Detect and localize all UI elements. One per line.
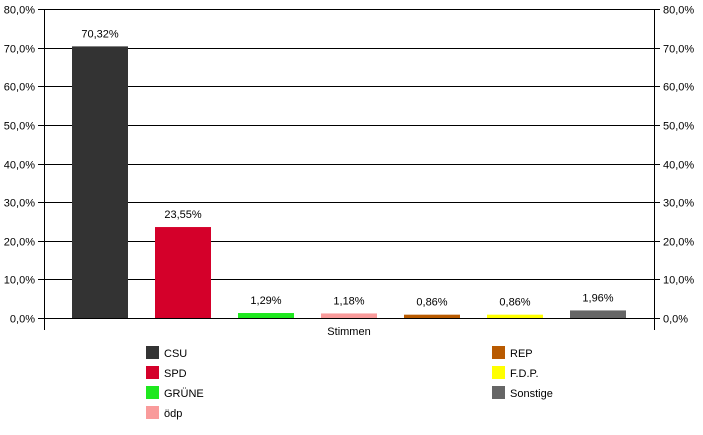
legend-swatch [492, 386, 505, 399]
bar-F.D.P. [487, 314, 543, 318]
legend-label: GRÜNE [164, 388, 204, 400]
y-tick-label-left: 80,0% [4, 5, 35, 17]
y-tick-label-right: 30,0% [663, 198, 694, 210]
data-label: 1,18% [333, 295, 364, 307]
data-label: 1,29% [250, 295, 281, 307]
legend-label: F.D.P. [510, 368, 539, 380]
legend-label: ödp [164, 408, 182, 420]
y-tick-label-right: 70,0% [663, 44, 694, 56]
legend-swatch [146, 406, 159, 419]
legend-swatch [146, 366, 159, 379]
y-tick-label-right: 60,0% [663, 82, 694, 94]
x-axis-label: Stimmen [327, 326, 370, 338]
y-tick-label-left: 0,0% [10, 314, 35, 326]
y-tick-label-left: 10,0% [4, 275, 35, 287]
legend-swatch [492, 366, 505, 379]
legend-swatch [492, 346, 505, 359]
y-tick-label-left: 60,0% [4, 82, 35, 94]
legend-label: REP [510, 348, 533, 360]
y-tick-label-right: 80,0% [663, 5, 694, 17]
legend-swatch [146, 346, 159, 359]
y-tick-label-right: 40,0% [663, 160, 694, 172]
bar-Sonstige [570, 310, 626, 318]
legend-label: CSU [164, 348, 187, 360]
y-tick-label-right: 10,0% [663, 275, 694, 287]
legend-label: SPD [164, 368, 187, 380]
data-label: 1,96% [582, 292, 613, 304]
bar-ödp [321, 313, 377, 318]
y-tick-label-left: 70,0% [4, 44, 35, 56]
legend-swatch [146, 386, 159, 399]
data-label: 70,32% [81, 28, 119, 40]
y-tick-label-left: 20,0% [4, 237, 35, 249]
data-label: 0,86% [499, 297, 530, 309]
y-tick-label-right: 0,0% [663, 314, 688, 326]
bar-SPD [155, 227, 211, 318]
y-tick-label-left: 30,0% [4, 198, 35, 210]
y-tick-label-left: 40,0% [4, 160, 35, 172]
bar-REP [404, 314, 460, 318]
y-tick-label-left: 50,0% [4, 121, 35, 133]
bar-GRÜNE [238, 313, 294, 318]
data-label: 0,86% [416, 297, 447, 309]
y-tick-label-right: 50,0% [663, 121, 694, 133]
legend-label: Sonstige [510, 388, 553, 400]
y-tick-label-right: 20,0% [663, 237, 694, 249]
bar-CSU [72, 46, 128, 318]
data-label: 23,55% [164, 209, 202, 221]
